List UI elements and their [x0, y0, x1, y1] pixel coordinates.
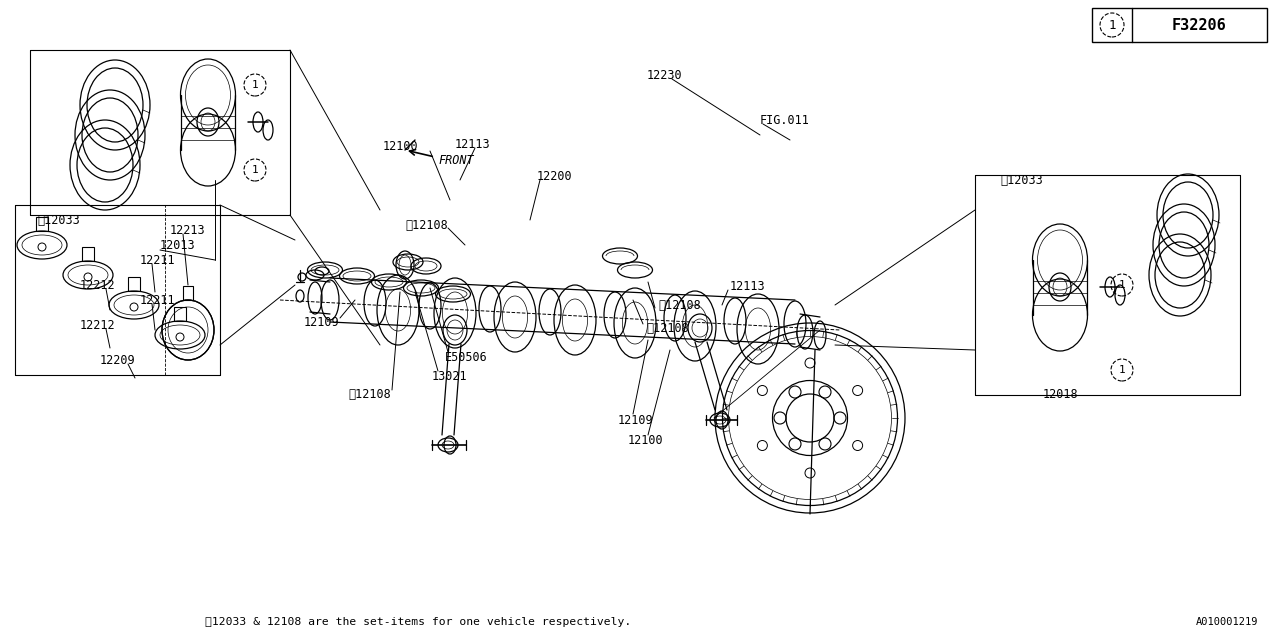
- Bar: [1092, 8, 1267, 42]
- Text: 12211: 12211: [140, 294, 175, 307]
- Text: ※12033: ※12033: [1000, 173, 1043, 186]
- Text: E50506: E50506: [445, 351, 488, 364]
- Text: 12212: 12212: [81, 319, 115, 332]
- Text: ※12108: ※12108: [348, 388, 390, 401]
- Text: A010001219: A010001219: [1196, 617, 1258, 627]
- Text: FRONT: FRONT: [438, 154, 474, 166]
- Text: 1: 1: [1119, 365, 1125, 375]
- Text: 12211: 12211: [140, 253, 175, 266]
- Text: ※12108: ※12108: [646, 321, 689, 335]
- Text: 12018: 12018: [1042, 387, 1078, 401]
- Text: 12109: 12109: [618, 413, 654, 426]
- Text: FIG.011: FIG.011: [760, 113, 810, 127]
- Text: 12113: 12113: [454, 138, 490, 150]
- Text: 12113: 12113: [730, 280, 765, 292]
- Bar: [82, 247, 93, 261]
- Text: ※12033 & 12108 are the set-items for one vehicle respectively.: ※12033 & 12108 are the set-items for one…: [205, 617, 631, 627]
- Text: F32206: F32206: [1171, 17, 1226, 33]
- Bar: [128, 277, 140, 291]
- Bar: [183, 286, 193, 300]
- Text: 12109: 12109: [305, 316, 339, 328]
- Text: ※12108: ※12108: [658, 298, 700, 312]
- Text: 12100: 12100: [383, 140, 419, 152]
- Text: 12212: 12212: [81, 278, 115, 291]
- Text: 12213: 12213: [170, 223, 206, 237]
- Text: 1: 1: [252, 80, 259, 90]
- Text: 12200: 12200: [538, 170, 572, 182]
- Text: ※12108: ※12108: [404, 218, 448, 232]
- Text: 13021: 13021: [433, 369, 467, 383]
- Text: 12230: 12230: [646, 68, 682, 81]
- Text: 12100: 12100: [628, 433, 663, 447]
- Text: 12013: 12013: [160, 239, 196, 252]
- Bar: [174, 307, 186, 321]
- Text: 12209: 12209: [100, 353, 136, 367]
- Text: ※12033: ※12033: [37, 214, 79, 227]
- Text: 1: 1: [252, 165, 259, 175]
- Text: 1: 1: [1119, 280, 1125, 290]
- Text: 1: 1: [1108, 19, 1116, 31]
- Bar: [36, 217, 49, 231]
